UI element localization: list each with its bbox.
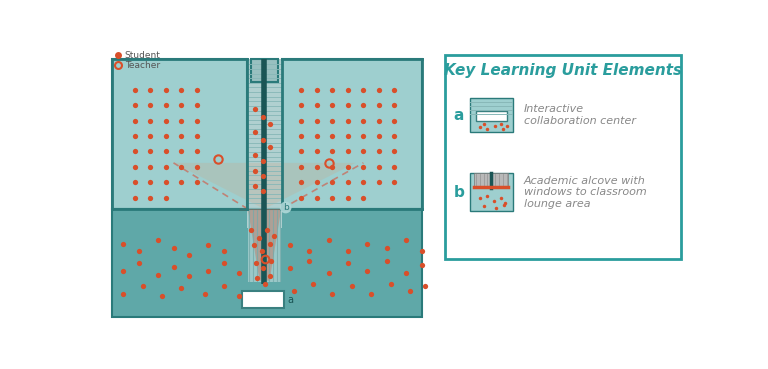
Polygon shape: [111, 209, 422, 317]
FancyBboxPatch shape: [474, 173, 508, 186]
Text: Academic alcove with
windows to classroom
lounge area: Academic alcove with windows to classroo…: [524, 176, 647, 209]
FancyBboxPatch shape: [445, 55, 681, 259]
Polygon shape: [251, 59, 278, 82]
Text: b: b: [453, 184, 464, 200]
Polygon shape: [247, 59, 282, 228]
Polygon shape: [174, 163, 356, 209]
Text: b: b: [283, 203, 289, 212]
Polygon shape: [111, 59, 247, 209]
Polygon shape: [248, 209, 281, 281]
Bar: [242, 291, 284, 308]
Polygon shape: [282, 59, 422, 209]
Bar: [240, 207, 247, 211]
Text: Interactive
collaboration center: Interactive collaboration center: [524, 104, 636, 126]
Bar: [282, 207, 290, 211]
Text: Student: Student: [124, 51, 161, 59]
FancyBboxPatch shape: [469, 98, 513, 132]
Text: Teacher: Teacher: [124, 61, 160, 70]
Text: Key Learning Unit Elements: Key Learning Unit Elements: [444, 63, 682, 78]
Text: a: a: [454, 108, 464, 123]
Text: a: a: [287, 295, 293, 305]
FancyBboxPatch shape: [475, 110, 507, 121]
Polygon shape: [248, 209, 281, 282]
FancyBboxPatch shape: [469, 173, 513, 211]
